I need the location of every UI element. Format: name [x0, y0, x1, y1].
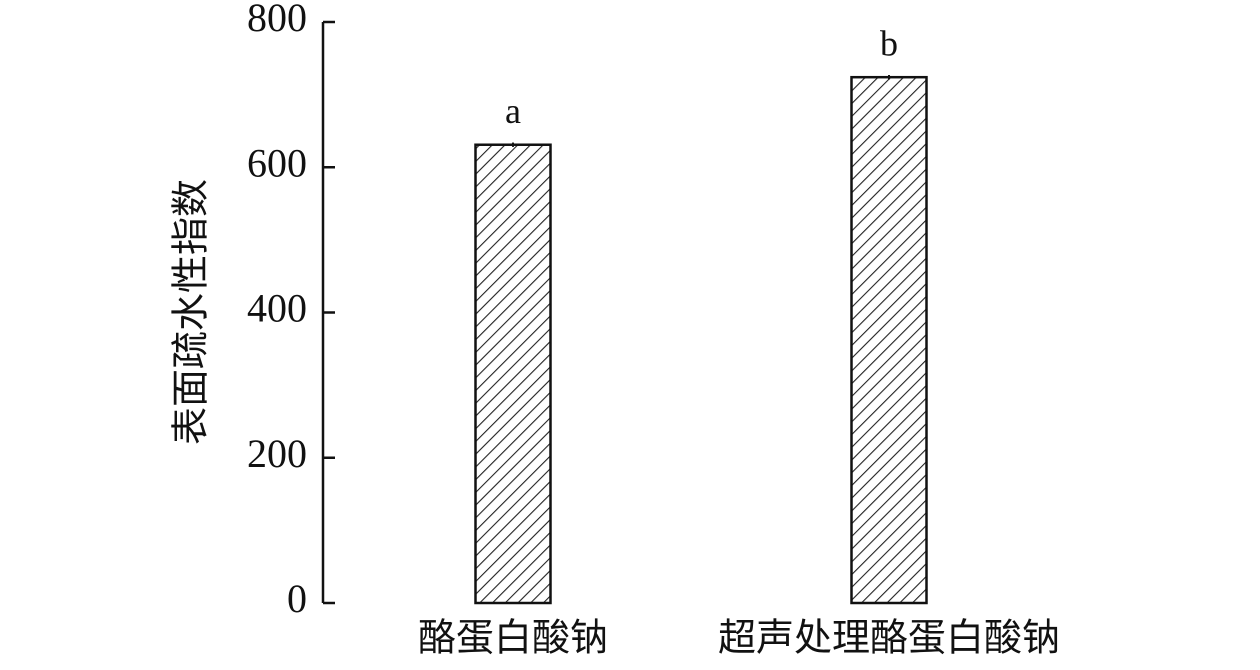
bar	[850, 75, 928, 605]
y-tick-label: 400	[247, 286, 307, 331]
x-tick-label: 酪蛋白酸钠	[418, 618, 608, 660]
bar	[474, 143, 552, 605]
y-axis-title: 表面疏水性指数	[171, 179, 213, 445]
y-tick-label: 800	[247, 0, 307, 40]
y-tick-label: 0	[287, 576, 307, 621]
y-tick-label: 200	[247, 431, 307, 476]
y-tick-label: 600	[247, 140, 307, 185]
significance-label: b	[880, 23, 898, 63]
x-tick-label: 超声处理酪蛋白酸钠	[718, 618, 1060, 660]
significance-label: a	[505, 91, 521, 131]
